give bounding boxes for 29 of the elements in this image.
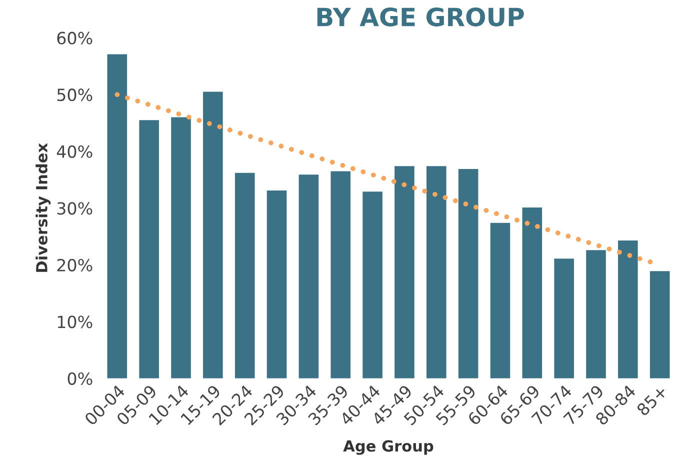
- bar: [107, 54, 128, 378]
- x-axis-title: Age Group: [343, 440, 434, 455]
- y-tick-label: 60%: [57, 32, 92, 44]
- y-tick-label: 40%: [56, 145, 92, 158]
- bar: [171, 117, 191, 378]
- bar: [234, 172, 255, 378]
- bar: [362, 192, 382, 378]
- y-axis-title: Diversity Index: [36, 143, 51, 272]
- bar: [554, 258, 574, 378]
- bar: [394, 166, 414, 378]
- y-tick-label: 0%: [68, 372, 92, 385]
- bar: [139, 120, 159, 378]
- y-tick-label: 10%: [58, 316, 92, 328]
- bar: [266, 190, 287, 378]
- y-tick-label: 50%: [57, 88, 92, 102]
- bar: [618, 240, 638, 378]
- bar: [522, 208, 542, 378]
- y-tick-label: 20%: [57, 258, 92, 272]
- bar: [298, 174, 319, 378]
- bar: [458, 168, 478, 378]
- y-tick-label: 30%: [57, 202, 92, 215]
- x-tick-label: 85+: [636, 384, 668, 416]
- bar: [203, 92, 223, 378]
- chart-title: BY AGE GROUP: [317, 8, 524, 26]
- bar: [650, 271, 670, 378]
- bar: [490, 222, 510, 378]
- bar: [330, 171, 351, 378]
- bar: [586, 250, 606, 378]
- bar: [426, 166, 446, 378]
